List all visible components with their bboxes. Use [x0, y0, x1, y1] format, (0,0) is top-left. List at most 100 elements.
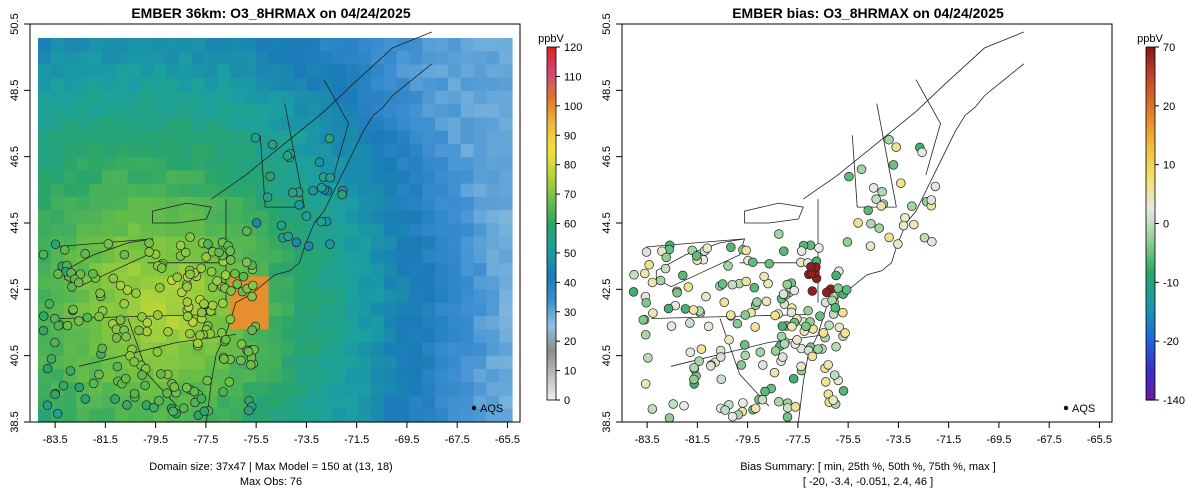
model-grid-cell [127, 143, 142, 158]
model-grid-cell [281, 51, 295, 66]
model-grid-cell [102, 77, 116, 92]
model-grid-cell [435, 355, 449, 370]
colorbar-segment [1146, 64, 1155, 69]
colorbar-segment [1146, 329, 1155, 333]
model-grid-cell [499, 51, 513, 66]
model-grid-cell [76, 157, 90, 172]
model-grid-cell [166, 196, 180, 211]
model-grid-cell [499, 117, 513, 132]
station-marker [129, 388, 140, 399]
model-grid-cell [268, 369, 283, 383]
station-marker [182, 297, 193, 307]
model-grid-cell [358, 276, 372, 291]
model-grid-cell [409, 342, 423, 357]
model-grid-cell [140, 117, 154, 132]
station-marker [782, 403, 793, 413]
model-grid-cell [307, 369, 321, 383]
model-grid-cell [307, 382, 321, 397]
model-grid-cell [435, 249, 449, 264]
colorbar-segment [547, 58, 556, 63]
model-grid-cell [268, 342, 283, 357]
model-grid-cell [358, 77, 372, 92]
model-grid-cell [345, 210, 359, 224]
colorbar-segment [1146, 314, 1155, 319]
model-grid-cell [268, 117, 283, 132]
model-grid-cell [486, 249, 500, 264]
model-grid-cell [140, 183, 154, 198]
station-marker [115, 280, 126, 291]
x-tick-label: -83.5 [635, 434, 660, 446]
model-grid-cell [255, 355, 270, 370]
model-grid-cell [178, 369, 193, 383]
station-marker [834, 322, 845, 333]
colorbar-segment [547, 117, 556, 122]
model-grid-cell [38, 408, 52, 423]
station-marker [685, 318, 695, 328]
model-grid-cell [435, 289, 449, 304]
station-marker [782, 412, 793, 422]
model-grid-cell [319, 104, 334, 119]
panel-2-footer-line1: Bias Summary: [ min, 25th %, 50th %, 75t… [740, 461, 996, 473]
model-grid-cell [63, 183, 78, 198]
model-grid-cell [307, 355, 321, 370]
colorbar-segment [1146, 52, 1155, 57]
model-grid-cell [358, 289, 372, 304]
station-marker [874, 223, 884, 233]
model-grid-cell [422, 395, 436, 410]
model-grid-cell [332, 382, 347, 397]
colorbar-segment [1146, 55, 1155, 60]
state-border [851, 135, 858, 208]
station-marker [149, 402, 159, 413]
model-grid-cell [294, 395, 308, 410]
colorbar-segment [547, 211, 556, 216]
colorbar-segment [1146, 144, 1155, 148]
model-grid-cell [114, 236, 129, 251]
model-grid-cell [486, 64, 500, 79]
station-marker [752, 297, 762, 307]
model-grid-cell [358, 143, 372, 158]
model-grid-cell [447, 77, 462, 92]
model-grid-cell [281, 170, 295, 185]
station-marker [303, 241, 314, 251]
colorbar-segment [547, 49, 556, 54]
model-grid-cell [38, 51, 52, 66]
colorbar-segment [547, 191, 556, 195]
model-grid-cell [242, 77, 257, 92]
colorbar-segment [1146, 194, 1155, 198]
model-grid-cell [447, 355, 462, 370]
colorbar-segment [1146, 294, 1155, 298]
colorbar-segment [547, 302, 556, 307]
colorbar-segment [1146, 258, 1155, 263]
colorbar-segment [547, 208, 556, 213]
colorbar-segment [1146, 232, 1155, 236]
model-grid-cell [345, 329, 359, 344]
model-grid-cell [217, 157, 231, 172]
model-grid-cell [409, 302, 423, 317]
model-grid-cell [268, 210, 283, 224]
model-grid-cell [332, 210, 347, 224]
colorbar-segment [1146, 191, 1155, 195]
model-grid-cell [281, 77, 295, 92]
y-tick-label: 42.5 [9, 279, 21, 300]
station-marker [220, 270, 231, 280]
model-grid-cell [178, 170, 193, 185]
model-grid-cell [435, 369, 449, 383]
station-marker [219, 354, 229, 364]
model-grid-cell [447, 342, 462, 357]
colorbar-segment [547, 291, 556, 295]
model-grid-cell [371, 276, 385, 291]
station-marker [152, 347, 163, 357]
model-grid-cell [178, 183, 193, 198]
model-grid-cell [255, 170, 270, 185]
model-grid-cell [307, 51, 321, 66]
model-grid-cell [281, 196, 295, 211]
model-grid-cell [127, 38, 142, 52]
station-marker [207, 300, 218, 311]
model-grid-cell [255, 77, 270, 92]
colorbar-segment [547, 202, 556, 207]
station-marker [717, 279, 728, 289]
colorbar-segment [547, 97, 556, 101]
model-grid-cell [473, 143, 487, 158]
model-grid-cell [307, 302, 321, 317]
model-grid-cell [191, 77, 206, 92]
